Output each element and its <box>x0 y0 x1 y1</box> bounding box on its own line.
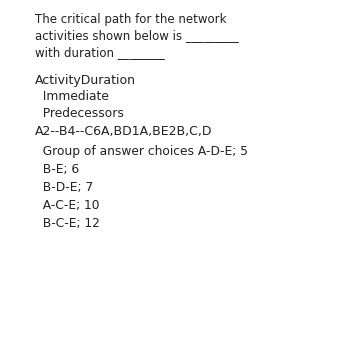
Text: Immediate: Immediate <box>35 90 109 103</box>
Text: A-C-E; 10: A-C-E; 10 <box>35 199 99 212</box>
Text: B-D-E; 7: B-D-E; 7 <box>35 181 93 194</box>
Text: activities shown below is _________: activities shown below is _________ <box>35 29 239 42</box>
Text: Group of answer choices A-D-E; 5: Group of answer choices A-D-E; 5 <box>35 145 248 158</box>
Text: ActivityDuration: ActivityDuration <box>35 74 136 87</box>
Text: Predecessors: Predecessors <box>35 107 124 120</box>
Text: with duration ________: with duration ________ <box>35 46 165 59</box>
Text: B-C-E; 12: B-C-E; 12 <box>35 217 100 230</box>
Text: B-E; 6: B-E; 6 <box>35 163 79 176</box>
Text: A2--B4--C6A,BD1A,BE2B,C,D: A2--B4--C6A,BD1A,BE2B,C,D <box>35 125 212 137</box>
Text: The critical path for the network: The critical path for the network <box>35 13 226 26</box>
